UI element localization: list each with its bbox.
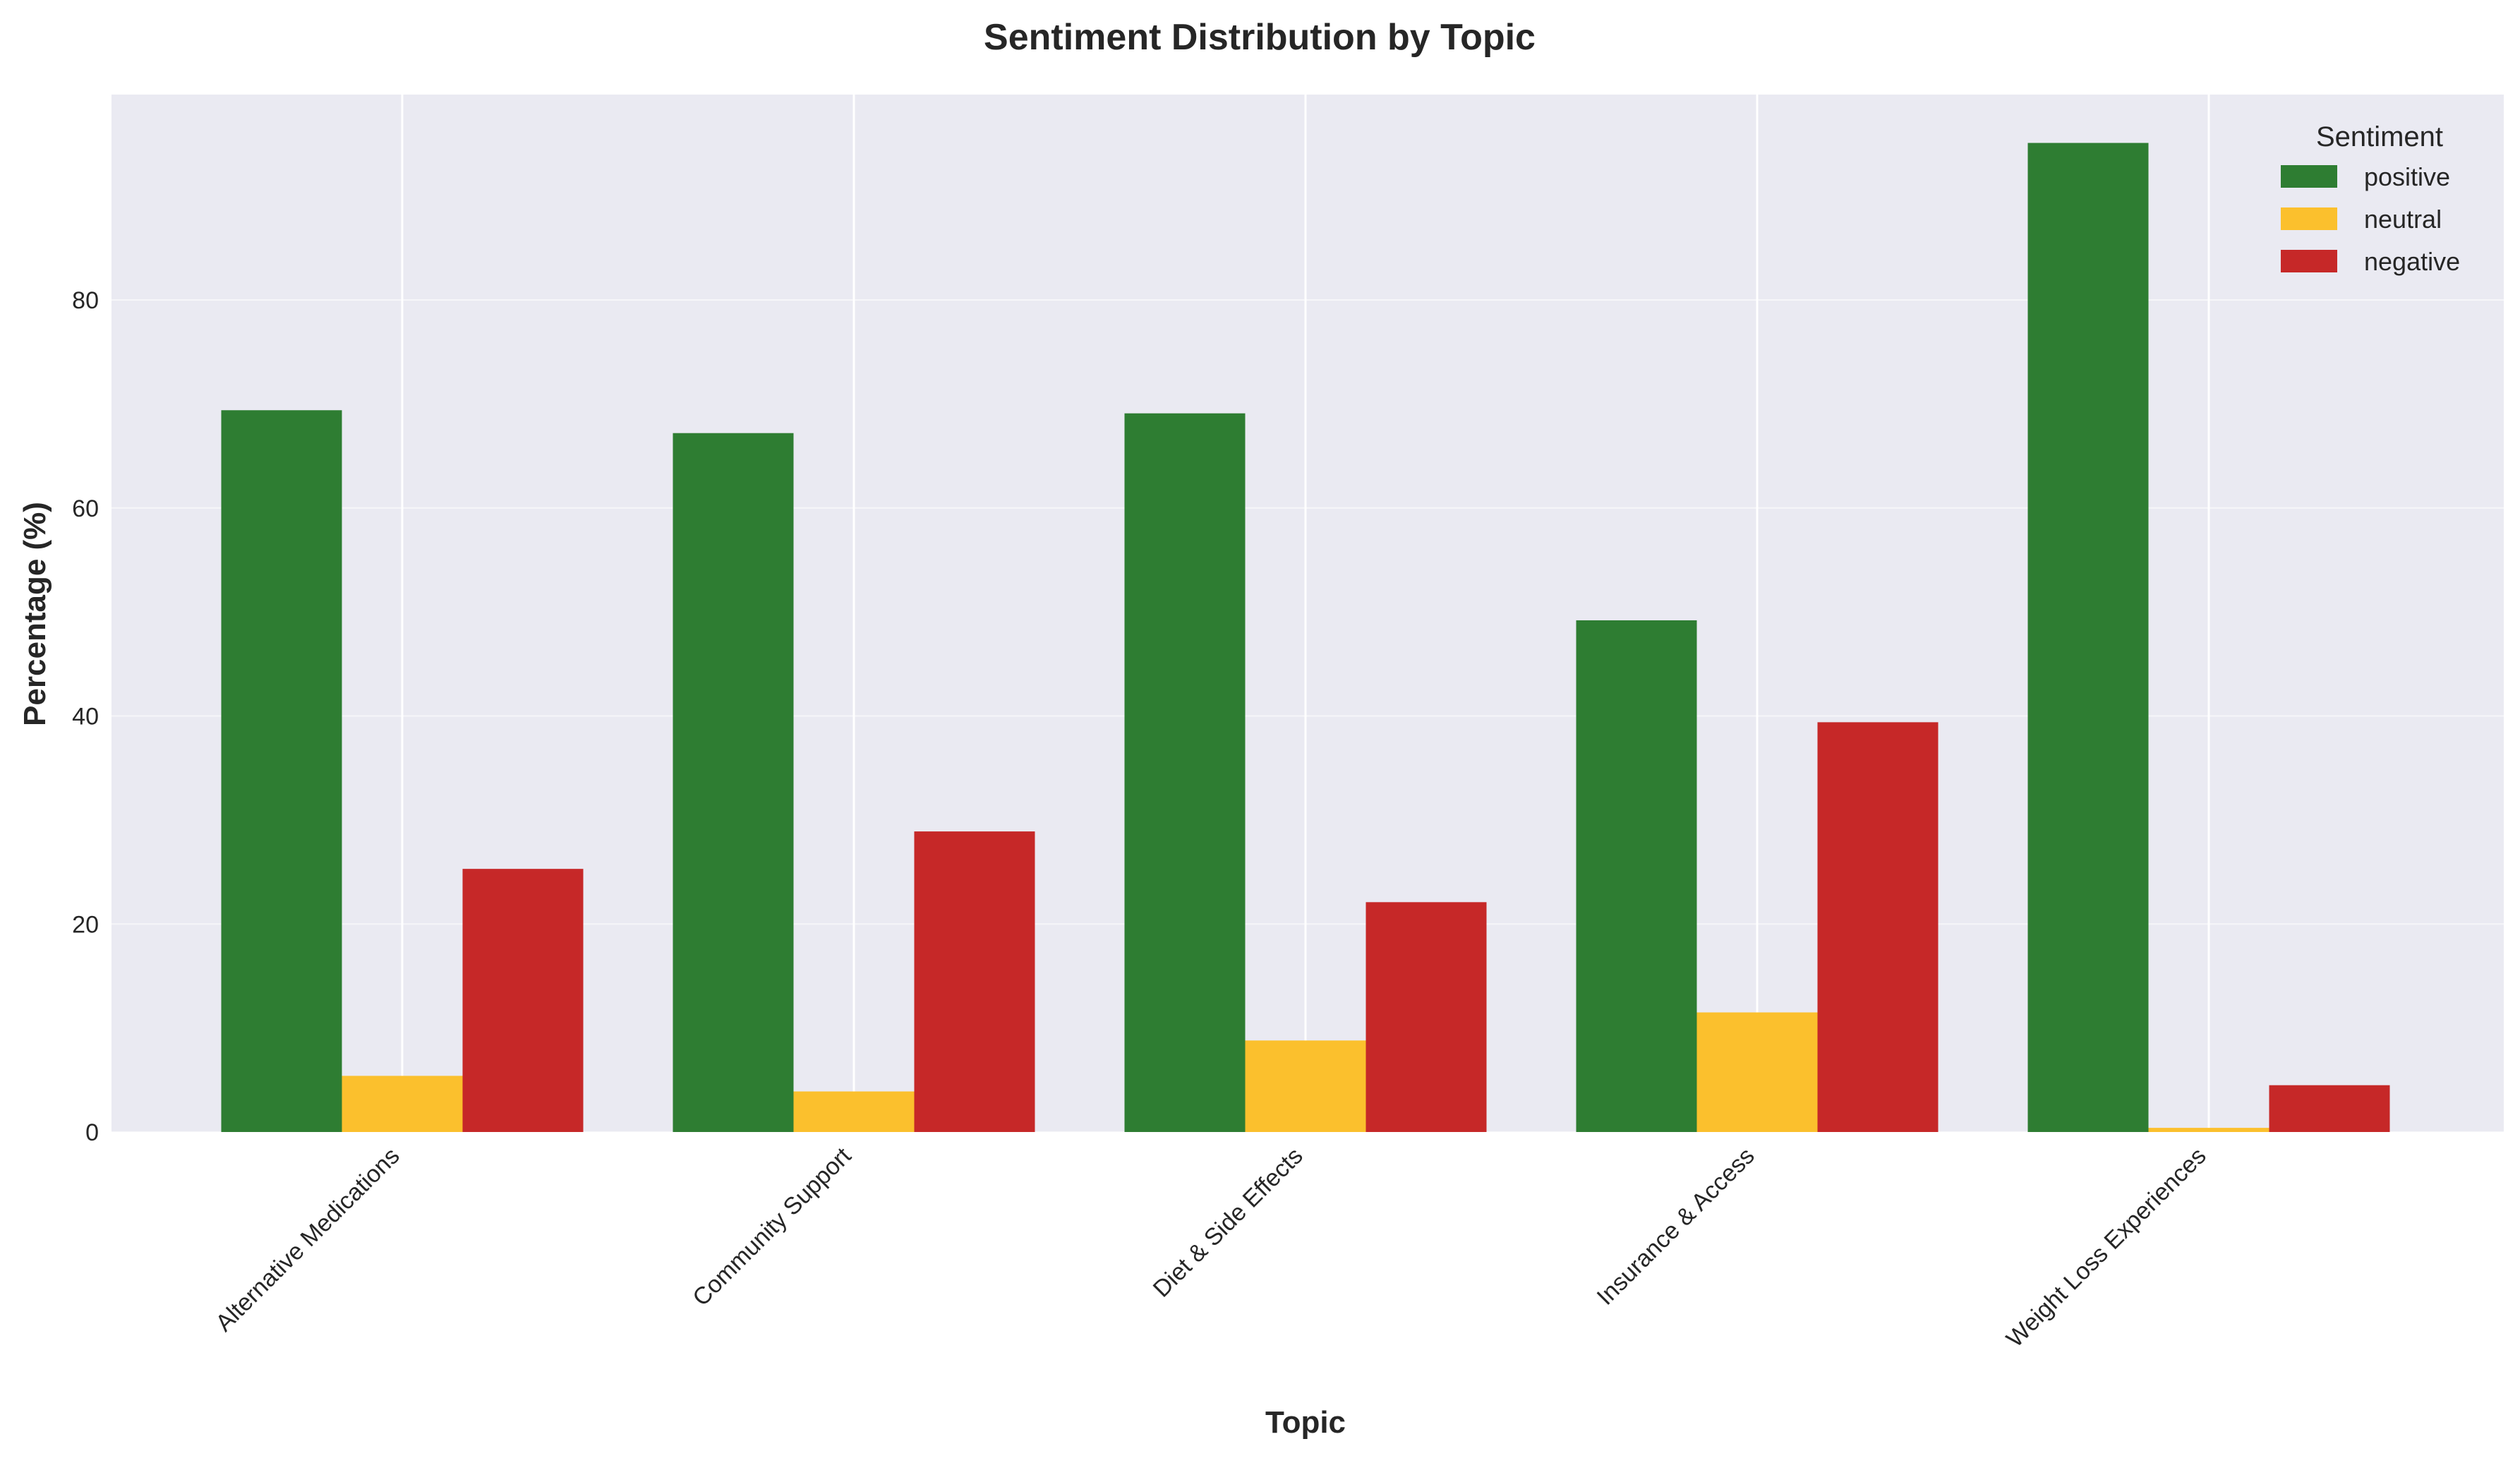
bar-positive (673, 433, 794, 1132)
y-tick-label: 60 (72, 495, 99, 522)
y-axis-label: Percentage (%) (18, 502, 52, 726)
legend: Sentiment positive neutral negative (2281, 121, 2460, 276)
legend-swatch-neutral (2281, 207, 2337, 230)
y-axis-ticks: 0 20 40 60 80 (72, 287, 99, 1146)
chart-title: Sentiment Distribution by Topic (984, 17, 1536, 58)
bar-neutral (2148, 1128, 2269, 1132)
bar-positive (221, 410, 342, 1132)
y-tick-label: 40 (72, 704, 99, 730)
bar-positive (2027, 143, 2149, 1132)
legend-swatch-negative (2281, 250, 2337, 272)
bar-negative (2269, 1085, 2390, 1132)
bars-layer (221, 143, 2390, 1132)
x-axis-label: Topic (1265, 1405, 1346, 1440)
legend-swatch-positive (2281, 165, 2337, 188)
bar-negative (1365, 902, 1487, 1132)
bar-neutral (793, 1091, 915, 1132)
bar-neutral (1245, 1040, 1366, 1132)
legend-items: positive neutral negative (2281, 162, 2460, 276)
y-tick-label: 0 (85, 1119, 99, 1146)
bar-neutral (342, 1076, 463, 1132)
bar-positive (1576, 620, 1697, 1132)
bar-negative (462, 869, 584, 1132)
y-tick-label: 20 (72, 911, 99, 938)
legend-label-positive: positive (2364, 162, 2450, 191)
legend-label-negative: negative (2364, 247, 2460, 276)
bar-neutral (1696, 1012, 1818, 1132)
bar-negative (1817, 722, 1939, 1132)
legend-label-neutral: neutral (2364, 205, 2442, 234)
y-tick-label: 80 (72, 287, 99, 314)
legend-title: Sentiment (2316, 121, 2443, 152)
bar-positive (1124, 413, 1246, 1132)
bar-negative (914, 831, 1035, 1132)
